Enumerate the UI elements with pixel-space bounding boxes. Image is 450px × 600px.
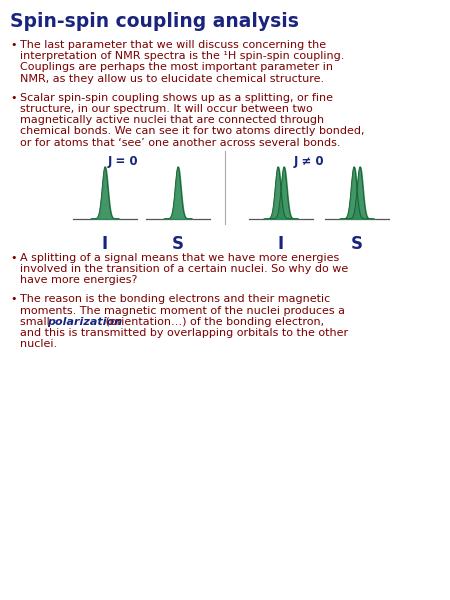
Text: chemical bonds. We can see it for two atoms directly bonded,: chemical bonds. We can see it for two at… [20, 127, 364, 136]
Text: J = 0: J = 0 [108, 155, 138, 168]
Text: •: • [10, 93, 17, 103]
Text: have more energies?: have more energies? [20, 275, 137, 285]
Text: A splitting of a signal means that we have more energies: A splitting of a signal means that we ha… [20, 253, 339, 263]
Text: The last parameter that we will discuss concerning the: The last parameter that we will discuss … [20, 40, 326, 50]
Text: •: • [10, 253, 17, 263]
Text: and this is transmitted by overlapping orbitals to the other: and this is transmitted by overlapping o… [20, 328, 348, 338]
Text: •: • [10, 40, 17, 50]
Text: Couplings are perhaps the most important parameter in: Couplings are perhaps the most important… [20, 62, 333, 73]
Text: I: I [102, 235, 108, 253]
Text: NMR, as they allow us to elucidate chemical structure.: NMR, as they allow us to elucidate chemi… [20, 74, 324, 83]
Text: structure, in our spectrum. It will occur between two: structure, in our spectrum. It will occu… [20, 104, 313, 114]
Text: (orientation…) of the bonding electron,: (orientation…) of the bonding electron, [102, 317, 324, 327]
Text: Scalar spin-spin coupling shows up as a splitting, or fine: Scalar spin-spin coupling shows up as a … [20, 93, 333, 103]
Text: nuclei.: nuclei. [20, 339, 57, 349]
Text: S: S [172, 235, 184, 253]
Text: or for atoms that ‘see’ one another across several bonds.: or for atoms that ‘see’ one another acro… [20, 137, 341, 148]
Text: involved in the transition of a certain nuclei. So why do we: involved in the transition of a certain … [20, 264, 348, 274]
Text: Spin-spin coupling analysis: Spin-spin coupling analysis [10, 12, 299, 31]
Text: I: I [278, 235, 284, 253]
Text: magnetically active nuclei that are connected through: magnetically active nuclei that are conn… [20, 115, 324, 125]
Text: J ≠ 0: J ≠ 0 [294, 155, 324, 168]
Text: S: S [351, 235, 363, 253]
Text: interpretation of NMR spectra is the ¹H spin-spin coupling.: interpretation of NMR spectra is the ¹H … [20, 51, 344, 61]
Text: polarization: polarization [47, 317, 122, 327]
Text: moments. The magnetic moment of the nuclei produces a: moments. The magnetic moment of the nucl… [20, 305, 345, 316]
Text: •: • [10, 295, 17, 304]
Text: small: small [20, 317, 53, 327]
Text: The reason is the bonding electrons and their magnetic: The reason is the bonding electrons and … [20, 295, 330, 304]
